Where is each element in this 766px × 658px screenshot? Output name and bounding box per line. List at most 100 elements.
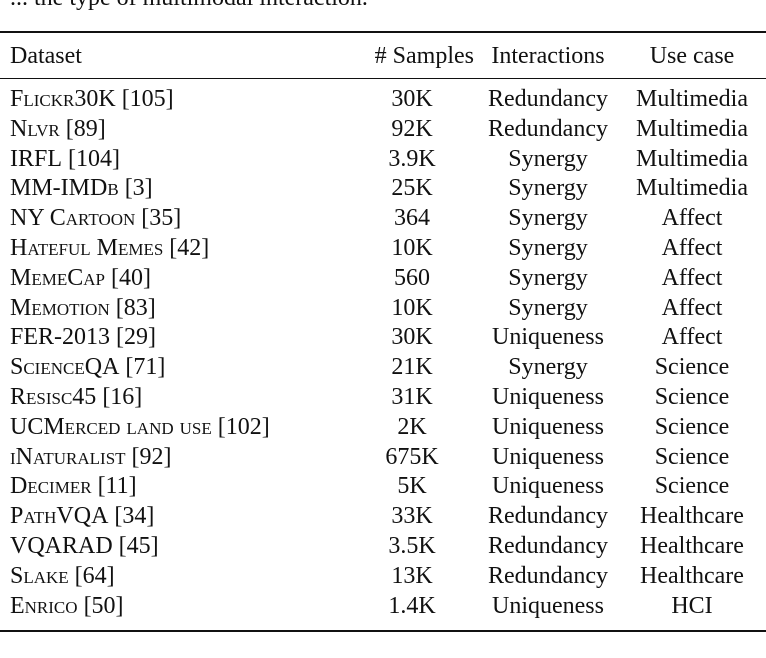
samples-cell: 3.5K	[388, 532, 436, 559]
dataset-cell: IRFL [104]	[0, 145, 346, 175]
table-row: VQARAD [45] 3.5K Redundancy Healthcare	[0, 532, 766, 562]
samples-cell: 21K	[391, 354, 433, 381]
interaction-cell: Redundancy	[488, 115, 608, 142]
use-case-cell: Affect	[661, 324, 723, 351]
dataset-name: IRFL	[10, 145, 63, 172]
samples-cell: 10K	[391, 234, 433, 261]
dataset-cell: Hateful Memes [42]	[0, 234, 346, 264]
dataset-name: VQARAD	[10, 532, 113, 559]
interaction-cell: Uniqueness	[492, 443, 604, 470]
dataset-cell: Decimer [11]	[0, 472, 346, 502]
dataset-cell: NY Cartoon [35]	[0, 204, 346, 234]
dataset-name: Memotion	[10, 294, 110, 321]
citation-ref: [34]	[114, 503, 155, 530]
table-row: Nlvr [89] 92K Redundancy Multimedia	[0, 115, 766, 145]
samples-cell: 1.4K	[388, 592, 436, 619]
samples-cell: 92K	[391, 115, 433, 142]
samples-cell: 5K	[397, 473, 427, 500]
table-row: FER-2013 [29] 30K Uniqueness Affect	[0, 323, 766, 353]
table-row: Hateful Memes [42] 10K Synergy Affect	[0, 234, 766, 264]
use-case-cell: Multimedia	[636, 175, 748, 202]
table-row: NY Cartoon [35] 364 Synergy Affect	[0, 204, 766, 234]
samples-cell: 25K	[391, 175, 433, 202]
interaction-cell: Uniqueness	[492, 473, 604, 500]
table-row: MM-IMDb [3] 25K Synergy Multimedia	[0, 174, 766, 204]
use-case-cell: Multimedia	[636, 115, 748, 142]
table-row: MemeCap [40] 560 Synergy Affect	[0, 264, 766, 294]
samples-cell: 10K	[391, 294, 433, 321]
citation-ref: [89]	[65, 115, 106, 142]
table-row: Slake [64] 13K Redundancy Healthcare	[0, 562, 766, 592]
dataset-cell: Enrico [50]	[0, 592, 346, 622]
dataset-name: Enrico	[10, 592, 78, 619]
dataset-name: Decimer	[10, 473, 92, 500]
header-rule	[0, 78, 766, 79]
interaction-cell: Redundancy	[488, 503, 608, 530]
dataset-name: MM-IMDb	[10, 175, 119, 202]
interaction-cell: Redundancy	[488, 562, 608, 589]
header-dataset: Dataset	[10, 42, 82, 69]
dataset-name: FER-2013	[10, 324, 111, 351]
table-row: Resisc45 [16] 31K Uniqueness Science	[0, 383, 766, 413]
table-row: iNaturalist [92] 675K Uniqueness Science	[0, 443, 766, 473]
table-row: Decimer [11] 5K Uniqueness Science	[0, 472, 766, 502]
citation-ref: [71]	[125, 354, 166, 381]
citation-ref: [11]	[97, 473, 137, 500]
citation-ref: [104]	[68, 145, 120, 172]
table-row: Enrico [50] 1.4K Uniqueness HCI	[0, 592, 766, 622]
interaction-cell: Uniqueness	[492, 413, 604, 440]
use-case-cell: Multimedia	[636, 145, 748, 172]
citation-ref: [105]	[121, 86, 174, 112]
interaction-cell: Synergy	[508, 294, 588, 321]
interaction-cell: Uniqueness	[492, 383, 604, 410]
citation-ref: [92]	[131, 443, 172, 470]
use-case-cell: Affect	[661, 205, 723, 232]
dataset-cell: FER-2013 [29]	[0, 323, 346, 353]
header-interactions: Interactions	[491, 42, 605, 69]
header-use-case: Use case	[649, 42, 735, 69]
citation-ref: [45]	[118, 532, 159, 559]
dataset-name: iNaturalist	[10, 443, 126, 470]
dataset-cell: UCMerced land use [102]	[0, 413, 346, 443]
citation-ref: [50]	[83, 592, 124, 619]
use-case-cell: Affect	[661, 294, 723, 321]
interaction-cell: Synergy	[508, 264, 588, 291]
dataset-name: UCMerced land use	[10, 413, 212, 440]
datasets-table: Dataset # Samples Interactions Use case …	[0, 34, 766, 621]
use-case-cell: Healthcare	[640, 562, 744, 589]
dataset-name: ScienceQA	[10, 354, 120, 381]
samples-cell: 2K	[397, 413, 427, 440]
samples-cell: 13K	[391, 562, 433, 589]
dataset-cell: ScienceQA [71]	[0, 353, 346, 383]
use-case-cell: Science	[654, 354, 730, 381]
bottom-rule	[0, 630, 766, 632]
dataset-name: Slake	[10, 562, 69, 589]
dataset-cell: Resisc45 [16]	[0, 383, 346, 413]
citation-ref: [40]	[110, 264, 151, 291]
dataset-name: Resisc45	[10, 383, 97, 410]
dataset-name: MemeCap	[10, 264, 105, 291]
interaction-cell: Redundancy	[488, 86, 608, 112]
dataset-cell: iNaturalist [92]	[0, 443, 346, 473]
table-row: PathVQA [34] 33K Redundancy Healthcare	[0, 502, 766, 532]
top-rule	[0, 31, 766, 33]
table-row: IRFL [104] 3.9K Synergy Multimedia	[0, 145, 766, 175]
citation-ref: [102]	[217, 413, 270, 440]
citation-ref: [64]	[74, 562, 115, 589]
table-row: Flickr30K [105] 30K Redundancy Multimedia	[0, 78, 766, 115]
use-case-cell: Affect	[661, 234, 723, 261]
interaction-cell: Synergy	[508, 175, 588, 202]
dataset-name: Nlvr	[10, 115, 60, 142]
samples-cell: 3.9K	[388, 145, 436, 172]
interaction-cell: Synergy	[508, 354, 588, 381]
dataset-cell: Flickr30K [105]	[0, 78, 346, 115]
citation-ref: [3]	[124, 175, 153, 202]
header-samples: # Samples	[374, 42, 474, 69]
interaction-cell: Synergy	[508, 205, 588, 232]
use-case-cell: Science	[654, 443, 730, 470]
samples-cell: 30K	[391, 324, 433, 351]
caption-fragment: ... the type of multimodal interaction.	[10, 0, 368, 12]
use-case-cell: HCI	[671, 592, 713, 619]
dataset-cell: MM-IMDb [3]	[0, 174, 346, 204]
samples-cell: 364	[394, 205, 430, 232]
